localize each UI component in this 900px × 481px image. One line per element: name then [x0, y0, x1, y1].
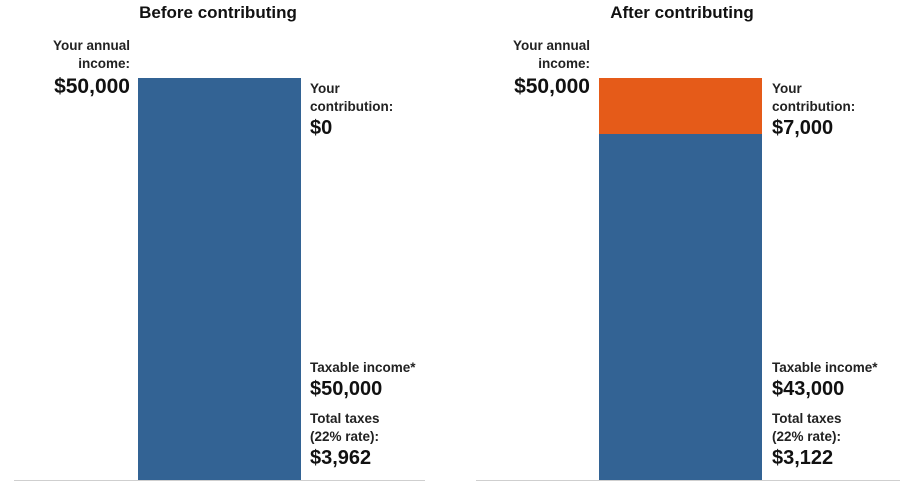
taxable-income-value: $43,000: [772, 378, 845, 400]
taxable-income-label: Taxable income*: [772, 360, 878, 375]
total-taxes-annotation: Total taxes (22% rate): $3,122: [772, 410, 842, 470]
contribution-annotation: Your contribution: $0: [310, 80, 410, 140]
taxable-income-annotation: Taxable income* $43,000: [772, 359, 878, 401]
total-taxes-label: Total taxes: [772, 411, 842, 426]
contribution-label: Your contribution:: [772, 81, 856, 114]
taxable-income-value: $50,000: [310, 378, 383, 400]
total-taxes-label: Total taxes: [310, 411, 380, 426]
total-taxes-rate-label: (22% rate):: [772, 429, 842, 444]
stacked-bar: [599, 78, 762, 480]
chart-title: Before contributing: [139, 3, 297, 22]
bar-taxable-segment: [599, 134, 762, 480]
annual-income-label: Your annual income:: [52, 38, 130, 71]
annual-income-value: $50,000: [54, 75, 130, 98]
contribution-value: $0: [310, 117, 333, 139]
contribution-label: Your contribution:: [310, 81, 394, 114]
total-taxes-value: $3,962: [310, 447, 372, 469]
chart-after: After contributing Your annual income: $…: [462, 0, 900, 481]
taxable-income-annotation: Taxable income* $50,000: [310, 359, 416, 401]
bar-taxable-segment: [138, 78, 301, 480]
annual-income-label: Your annual income:: [512, 38, 590, 71]
annual-income-value: $50,000: [514, 75, 590, 98]
chart-title: After contributing: [610, 3, 754, 22]
chart-before: Before contributing Your annual income: …: [14, 3, 425, 481]
contribution-annotation: Your contribution: $7,000: [772, 80, 872, 140]
total-taxes-value: $3,122: [772, 447, 834, 469]
taxable-income-label: Taxable income*: [310, 360, 416, 375]
bar-contribution-segment: [599, 78, 762, 135]
total-taxes-rate-label: (22% rate):: [310, 429, 380, 444]
total-taxes-annotation: Total taxes (22% rate): $3,962: [310, 410, 380, 470]
stacked-bar: [138, 78, 301, 480]
contribution-value: $7,000: [772, 117, 834, 139]
